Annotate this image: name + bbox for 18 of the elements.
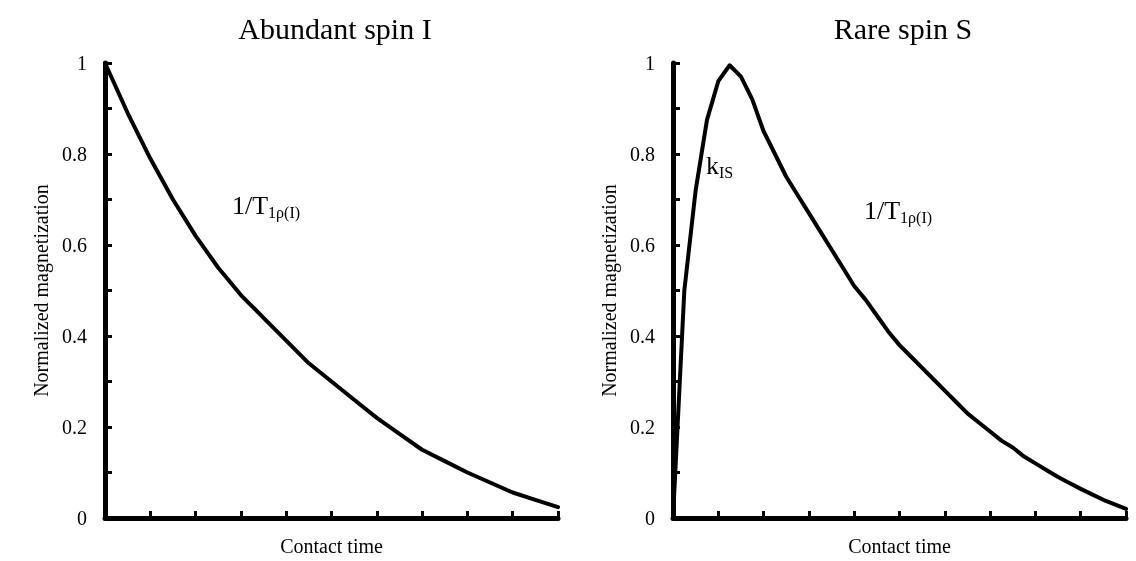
y-tick-label: 0.4	[630, 325, 655, 347]
y-tick-label: 0.6	[630, 234, 655, 256]
y-axis-title: Normalized magnetization	[30, 184, 54, 397]
y-tick-label: 0	[645, 507, 655, 529]
x-axis-title: Contact time	[280, 535, 383, 557]
y-tick-label: 1	[77, 52, 87, 74]
y-tick-label: 0.6	[62, 234, 87, 256]
y-tick-label: 0.2	[62, 416, 87, 438]
y-tick-label: 0	[77, 507, 87, 529]
y-tick-label: 0.8	[62, 143, 87, 165]
chart-title: Abundant spin I	[238, 11, 432, 45]
y-tick-label: 0.2	[630, 416, 655, 438]
chart-title: Rare spin S	[833, 11, 973, 45]
y-axis-title: Normalized magnetization	[598, 184, 622, 397]
y-tick-label: 0.4	[62, 325, 87, 347]
x-axis-title: Contact time	[848, 535, 951, 557]
y-tick-label: 0.8	[630, 143, 655, 165]
y-tick-label: 1	[645, 52, 655, 74]
